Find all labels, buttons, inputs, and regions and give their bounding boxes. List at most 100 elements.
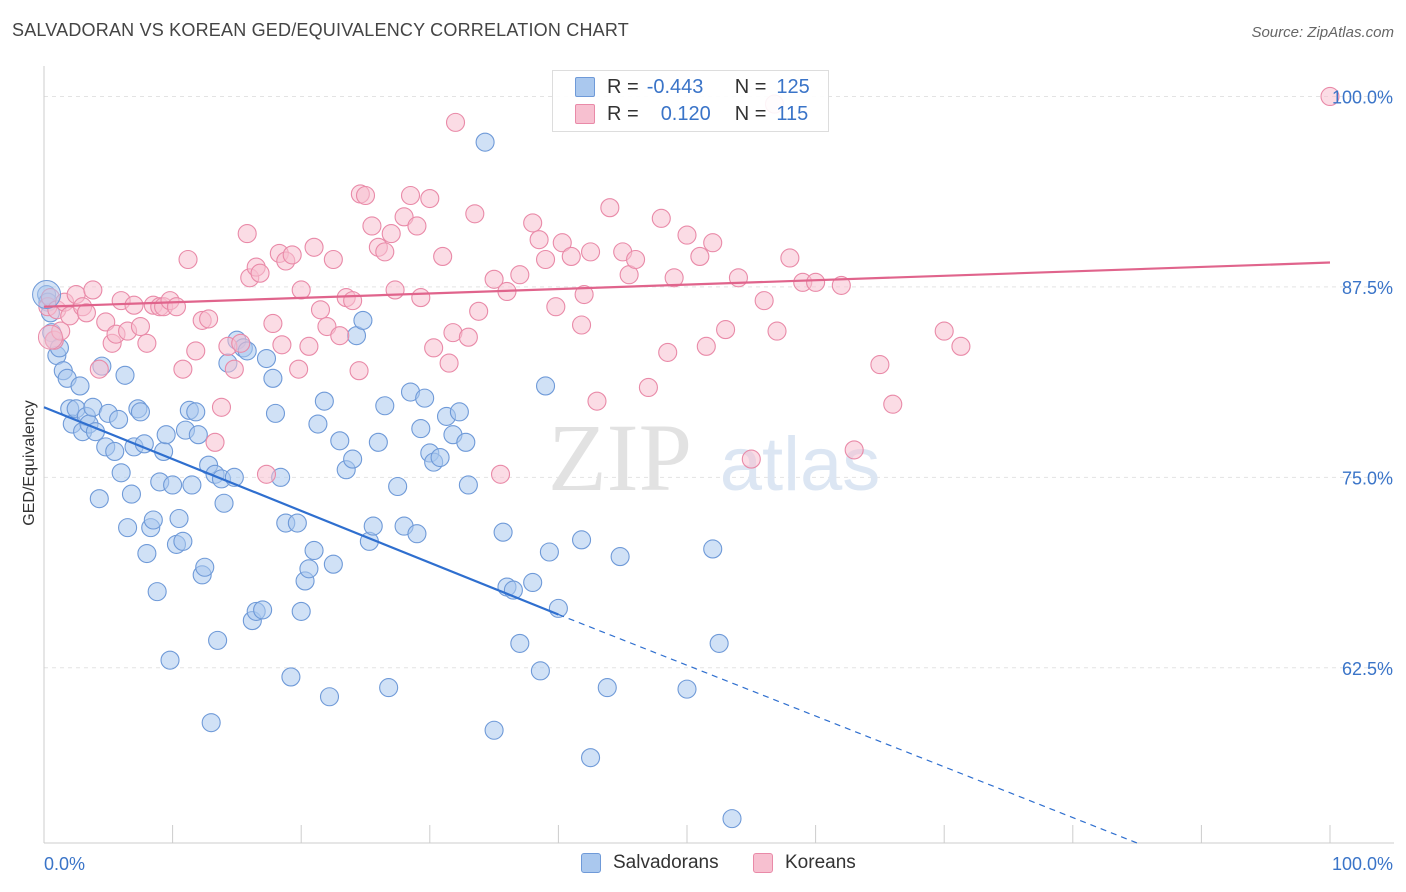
salvadoran-point (143, 510, 163, 530)
korean-point (299, 336, 319, 356)
salvadoran-point (137, 543, 157, 564)
salvadoran-point (121, 484, 141, 504)
salvadoran-point (111, 463, 131, 483)
salvadoran-point (169, 508, 189, 529)
korean-point (424, 338, 444, 358)
salvadoran-point (253, 600, 273, 620)
salvadoran-point (330, 431, 350, 451)
legend-r-label: R = (607, 102, 639, 125)
korean-point (349, 361, 369, 381)
korean-point (250, 263, 270, 283)
salvadoran-point (32, 280, 62, 310)
salvadoran-point (388, 476, 408, 497)
korean-point (137, 333, 157, 353)
korean-point (83, 280, 103, 300)
salvadoran-point (304, 540, 324, 561)
korean-point (587, 391, 607, 411)
korean-point (870, 355, 890, 375)
salvadoran-point (182, 475, 202, 495)
salvadoran-point (493, 522, 513, 542)
tick-labels: 100.0% 87.5% 75.0% 62.5% 0.0% 100.0% (44, 87, 1393, 874)
salvadoran-point (510, 633, 530, 653)
salvadoran-point (109, 409, 129, 430)
korean-point (330, 326, 350, 346)
salvadoran-point (363, 516, 383, 536)
korean-point (546, 297, 566, 317)
korean-point (445, 112, 466, 132)
salvadoran-point (597, 678, 617, 698)
salvadoran-point (458, 475, 478, 495)
salvadoran-point (571, 530, 592, 550)
y-tick-label: 75.0% (1342, 468, 1393, 488)
korean-point (96, 312, 116, 332)
korean-point (535, 249, 556, 270)
salvadoran-point (523, 572, 543, 593)
watermark-zip: ZIP (548, 404, 692, 511)
korean-point (381, 224, 401, 244)
korean-point (385, 280, 405, 300)
salvadoran-point (163, 475, 183, 495)
salvadoran-point (291, 601, 311, 621)
korean-point (580, 242, 601, 262)
legend-n-value: 125 (776, 75, 810, 98)
salvadoran-point (195, 557, 215, 577)
salvadoran-point (173, 531, 193, 551)
korean-point (89, 359, 109, 379)
korean-point (400, 185, 421, 206)
korean-point (37, 324, 63, 350)
salvadoran-point (484, 720, 504, 740)
legend-r-label: R = (607, 75, 639, 98)
salvadoran-point (580, 748, 601, 768)
korean-point (439, 353, 459, 373)
korean-point (883, 394, 903, 414)
salvadoran-point (411, 419, 431, 439)
y-axis-label: GED/Equivalency (21, 400, 38, 525)
salvadoran-point (456, 432, 476, 452)
salvadoran-point (263, 368, 283, 388)
korean-point (310, 300, 331, 320)
korean-point (703, 233, 723, 253)
axes (43, 66, 1394, 844)
korean-point (458, 327, 478, 347)
korean-point (407, 216, 427, 236)
legend-item-koreans[interactable]: Koreans (753, 852, 856, 874)
salvadoran-point (475, 132, 495, 152)
legend-swatch-salvadorans (581, 853, 601, 873)
salvadoran-point (201, 713, 221, 733)
korean-point (76, 303, 96, 323)
salvadoran-point (147, 582, 167, 602)
legend-item-salvadorans[interactable]: Salvadorans (581, 852, 719, 874)
korean-point (237, 224, 257, 244)
legend-n-label: N = (734, 75, 767, 98)
salvadoran-point (160, 650, 180, 670)
salvadoran-point (353, 310, 373, 330)
salvadoran-point (265, 403, 286, 423)
x-tick-label: 100.0% (1332, 854, 1393, 874)
salvadoran-point (323, 554, 343, 574)
legend-swatch-koreans (753, 853, 773, 873)
legend-n-value: 115 (776, 102, 809, 125)
salvadoran-point (722, 809, 742, 829)
korean-point (272, 335, 292, 355)
korean-point (256, 464, 277, 484)
salvadoran-point (130, 402, 150, 422)
korean-point (375, 242, 395, 262)
legend-r-value: 0.120 (660, 102, 711, 125)
korean-point (523, 213, 543, 233)
korean-point (205, 432, 225, 452)
salvadoran-trend-line (43, 406, 559, 616)
korean-point (638, 377, 658, 398)
korean-point (317, 316, 337, 337)
salvadoran-point (89, 489, 109, 509)
korean-point (186, 341, 206, 361)
salvadoran-trend-extension (558, 613, 1138, 844)
salvadoran-point (610, 547, 630, 567)
salvadoran-point (287, 513, 307, 533)
korean-point (124, 295, 144, 315)
salvadoran-point (407, 524, 427, 544)
korean-point (484, 269, 504, 289)
korean-point (323, 249, 343, 270)
legend-swatch-salvadorans (575, 77, 595, 97)
korean-point (166, 297, 187, 317)
